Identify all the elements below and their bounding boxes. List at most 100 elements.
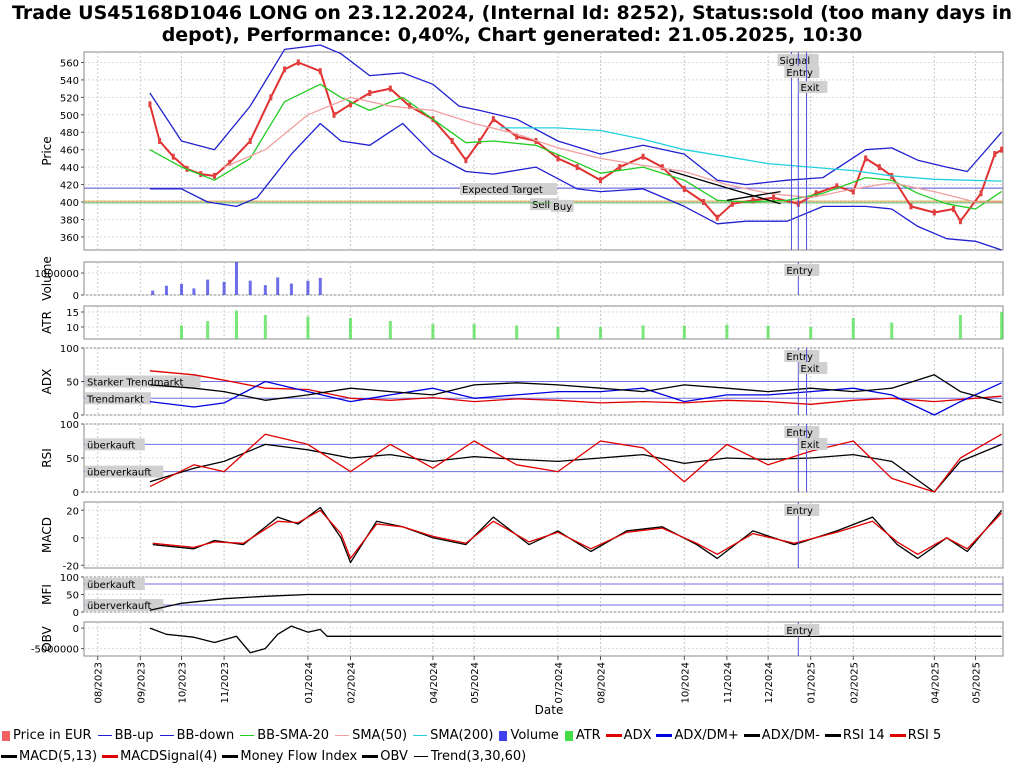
price-candle xyxy=(599,177,603,184)
legend-label: RSI 14 xyxy=(842,728,885,743)
rsi-event-label-bg xyxy=(798,438,828,450)
rsi-reference-label: überverkauft xyxy=(87,468,152,479)
adx-reference-label: Starker Trendmarkt xyxy=(87,378,184,389)
atr-bar xyxy=(180,325,184,339)
atr-bar xyxy=(388,321,392,339)
legend-item: RSI 5 xyxy=(890,725,941,746)
price-candle xyxy=(318,68,322,75)
price-candle xyxy=(851,188,855,195)
legend-label: MACDSignal(4) xyxy=(120,749,218,764)
legend-swatch xyxy=(606,735,621,736)
price-y-tick-label: 540 xyxy=(60,76,79,87)
price-candle xyxy=(952,206,956,213)
price-candle xyxy=(464,157,468,164)
rsi-axis-title: RSI xyxy=(40,448,54,468)
legend-item: MACDSignal(4) xyxy=(103,746,217,767)
legend-item: ADX/DM+ xyxy=(657,725,739,746)
legend-item: SMA(50) xyxy=(335,725,407,746)
legend-label: Price in EUR xyxy=(13,728,92,743)
macd-plot-frame xyxy=(83,501,1004,569)
price-candle xyxy=(1000,146,1004,153)
price-candle xyxy=(296,59,300,66)
atr-bar xyxy=(263,315,267,339)
price-event-label: Signal xyxy=(779,56,810,67)
volume-bar xyxy=(263,285,267,295)
price-series-line xyxy=(500,127,1002,182)
x-tick-label: 11/2023 xyxy=(220,662,231,704)
rsi-reference-label: überkauft xyxy=(87,440,135,451)
price-candle xyxy=(408,103,412,110)
price-y-tick-label: 500 xyxy=(60,111,79,122)
adx-reference-label: Trendmarkt xyxy=(86,394,144,405)
rsi-event-label-bg xyxy=(784,426,820,438)
price-candle xyxy=(864,155,868,162)
legend-item: Money Flow Index xyxy=(223,746,357,767)
legend-swatch xyxy=(890,735,905,736)
legend-item: BB-down xyxy=(159,725,234,746)
mfi-reference-label: überkauft xyxy=(87,580,135,591)
legend-label: ATR xyxy=(575,728,601,743)
atr-bar xyxy=(515,325,519,339)
price-event-label-bg xyxy=(798,81,828,93)
rsi-event-label: Entry xyxy=(786,428,813,439)
legend-label: SMA(200) xyxy=(430,728,494,743)
volume-y-tick-label: 0 xyxy=(73,291,79,302)
price-candle xyxy=(388,85,392,92)
adx-y-tick-label: 50 xyxy=(66,378,79,389)
atr-bar xyxy=(809,327,813,339)
price-candle xyxy=(715,214,719,221)
volume-event-label-bg xyxy=(784,264,820,276)
legend-label: Trend(3,30,60) xyxy=(430,749,527,764)
x-tick-label: 09/2023 xyxy=(136,662,147,704)
legend-item: Price in EUR xyxy=(2,725,92,746)
price-y-tick-label: 520 xyxy=(60,93,79,104)
volume-bar xyxy=(164,285,168,295)
x-tick-label: 07/2024 xyxy=(554,662,565,704)
atr-bar xyxy=(306,316,310,339)
legend-item: ATR xyxy=(564,725,601,746)
adx-panel: 0 50 100 ADX Starker Trendmarkt Trendmarkt Ent… xyxy=(40,344,1004,422)
x-tick-label: 12/2024 xyxy=(764,662,775,704)
price-reference-label: Buy xyxy=(553,202,572,213)
price-candle xyxy=(171,153,175,160)
atr-y-tick-label: 10 xyxy=(66,323,79,334)
volume-bar xyxy=(206,279,210,295)
legend-label: ADX xyxy=(623,728,652,743)
price-y-tick-label: 440 xyxy=(60,163,79,174)
legend-swatch xyxy=(240,735,255,736)
rsi-y-tick-label: 50 xyxy=(66,454,79,465)
atr-bar xyxy=(890,322,894,339)
legend-label: BB-up xyxy=(114,728,154,743)
obv-plot-frame xyxy=(83,621,1004,657)
atr-bar xyxy=(556,327,560,339)
obv-axis-title: OBV xyxy=(40,625,54,651)
atr-bar xyxy=(725,324,729,339)
x-tick-label: 11/2024 xyxy=(723,662,734,704)
adx-y-tick-label: 100 xyxy=(60,344,79,355)
macd-event-label: Entry xyxy=(786,506,813,517)
legend-swatch xyxy=(97,735,112,736)
atr-bar xyxy=(766,325,770,339)
price-reference-label: Expected Target xyxy=(462,185,543,196)
price-y-tick-label: 360 xyxy=(60,233,79,244)
price-candle xyxy=(835,183,839,190)
x-tick-label: 02/2024 xyxy=(346,662,357,704)
price-panel: 360 380 400 420 440 460 480 500 520 540 560 Price Ex… xyxy=(40,44,1004,251)
adx-reference-label-bg xyxy=(85,375,201,388)
price-candle xyxy=(993,151,997,158)
mfi-reference-label: überverkauft xyxy=(87,601,152,612)
price-reference-label-bg xyxy=(551,199,574,212)
mfi-series-line xyxy=(149,593,1002,611)
legend-swatch xyxy=(657,735,672,736)
x-tick-label: 02/2025 xyxy=(849,662,860,704)
rsi-reference-label-bg xyxy=(85,465,164,478)
legend-item: RSI 14 xyxy=(825,725,885,746)
price-candle xyxy=(751,197,755,204)
adx-series-line xyxy=(149,380,1002,416)
rsi-series-line xyxy=(149,433,1002,493)
legend-swatch xyxy=(2,730,10,741)
obv-series-line xyxy=(149,625,1002,654)
legend-swatch xyxy=(363,756,378,757)
price-series-line xyxy=(726,190,781,201)
